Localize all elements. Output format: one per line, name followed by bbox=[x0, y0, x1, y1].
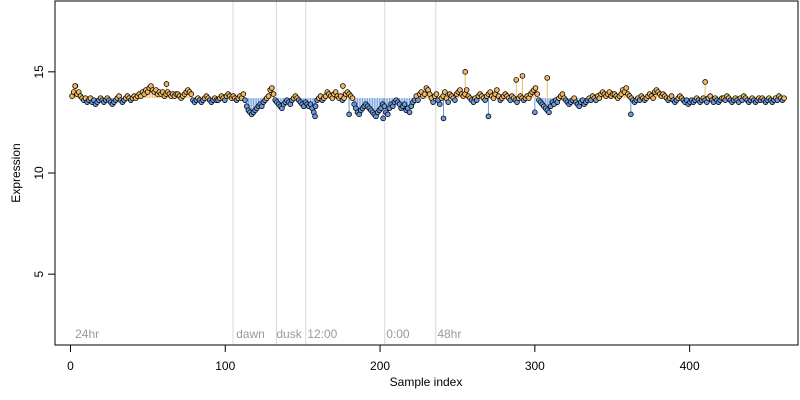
data-point-276 bbox=[532, 85, 539, 91]
y-tick-label-0: 5 bbox=[32, 271, 46, 278]
data-point-206 bbox=[415, 97, 421, 103]
data-point-428 bbox=[702, 79, 708, 85]
annotation-0: 24hr bbox=[75, 327, 99, 341]
data-point-102 bbox=[240, 91, 247, 97]
data-point-433 bbox=[440, 115, 447, 122]
data-point-186 bbox=[381, 103, 388, 110]
y-axis: 5 10 15 bbox=[32, 65, 56, 278]
data-point-228 bbox=[452, 97, 458, 103]
data-point-424 bbox=[781, 95, 787, 101]
data-point-435 bbox=[312, 113, 318, 120]
data-point-103 bbox=[242, 97, 248, 103]
annotation-4: 0:00 bbox=[386, 327, 410, 341]
data-point-346 bbox=[650, 95, 656, 101]
data-point-188 bbox=[384, 111, 391, 118]
data-point-119 bbox=[269, 85, 275, 91]
y-tick-label-1: 10 bbox=[32, 166, 46, 180]
data-point-425 bbox=[462, 69, 468, 75]
data-point-222 bbox=[442, 89, 448, 95]
data-point-439 bbox=[346, 111, 352, 118]
data-point-224 bbox=[445, 99, 452, 105]
data-point-117 bbox=[265, 93, 272, 99]
x-tick-label-1: 100 bbox=[215, 359, 235, 373]
condition-annotations: 24hr dawn dusk 12:00 0:00 48hr bbox=[75, 327, 461, 341]
data-point-253 bbox=[494, 87, 500, 93]
x-tick-label-3: 300 bbox=[525, 359, 545, 373]
annotation-3: 12:00 bbox=[307, 327, 337, 341]
data-point-432 bbox=[72, 83, 78, 89]
data-point-210 bbox=[421, 91, 428, 97]
data-point-71 bbox=[188, 91, 195, 97]
data-point-215 bbox=[430, 99, 436, 105]
data-point-217 bbox=[433, 91, 440, 97]
data-point-167 bbox=[349, 95, 356, 101]
x-axis-title: Sample index bbox=[390, 375, 463, 389]
x-tick-label-2: 200 bbox=[370, 359, 390, 373]
data-point-437 bbox=[628, 111, 634, 118]
annotation-1: dawn bbox=[236, 327, 265, 341]
y-tick-label-2: 15 bbox=[32, 65, 46, 79]
data-point-284 bbox=[546, 109, 552, 116]
data-point-438 bbox=[532, 109, 538, 116]
data-point-429 bbox=[513, 77, 520, 83]
x-tick-label-4: 400 bbox=[680, 359, 700, 373]
annotation-2: dusk bbox=[276, 327, 302, 341]
data-point-277 bbox=[534, 91, 541, 97]
data-point-434 bbox=[380, 115, 386, 122]
data-point-426 bbox=[519, 73, 526, 79]
data-point-201 bbox=[406, 109, 413, 116]
annotation-5: 48hr bbox=[437, 327, 461, 341]
data-points bbox=[69, 69, 787, 122]
condition-dividers bbox=[232, 1, 437, 345]
data-point-145 bbox=[312, 103, 319, 110]
data-point-427 bbox=[544, 75, 551, 81]
y-axis-title: Expression bbox=[9, 143, 23, 202]
data-point-430 bbox=[340, 83, 346, 89]
data-point-235 bbox=[463, 87, 470, 93]
data-point-436 bbox=[485, 113, 492, 120]
data-point-120 bbox=[270, 91, 277, 97]
data-point-330 bbox=[623, 85, 630, 91]
data-point-219 bbox=[437, 101, 443, 107]
x-tick-label-0: 0 bbox=[67, 359, 74, 373]
x-axis: 0 100 200 300 400 bbox=[67, 344, 700, 373]
data-point-198 bbox=[401, 101, 408, 107]
data-point-431 bbox=[163, 81, 170, 87]
